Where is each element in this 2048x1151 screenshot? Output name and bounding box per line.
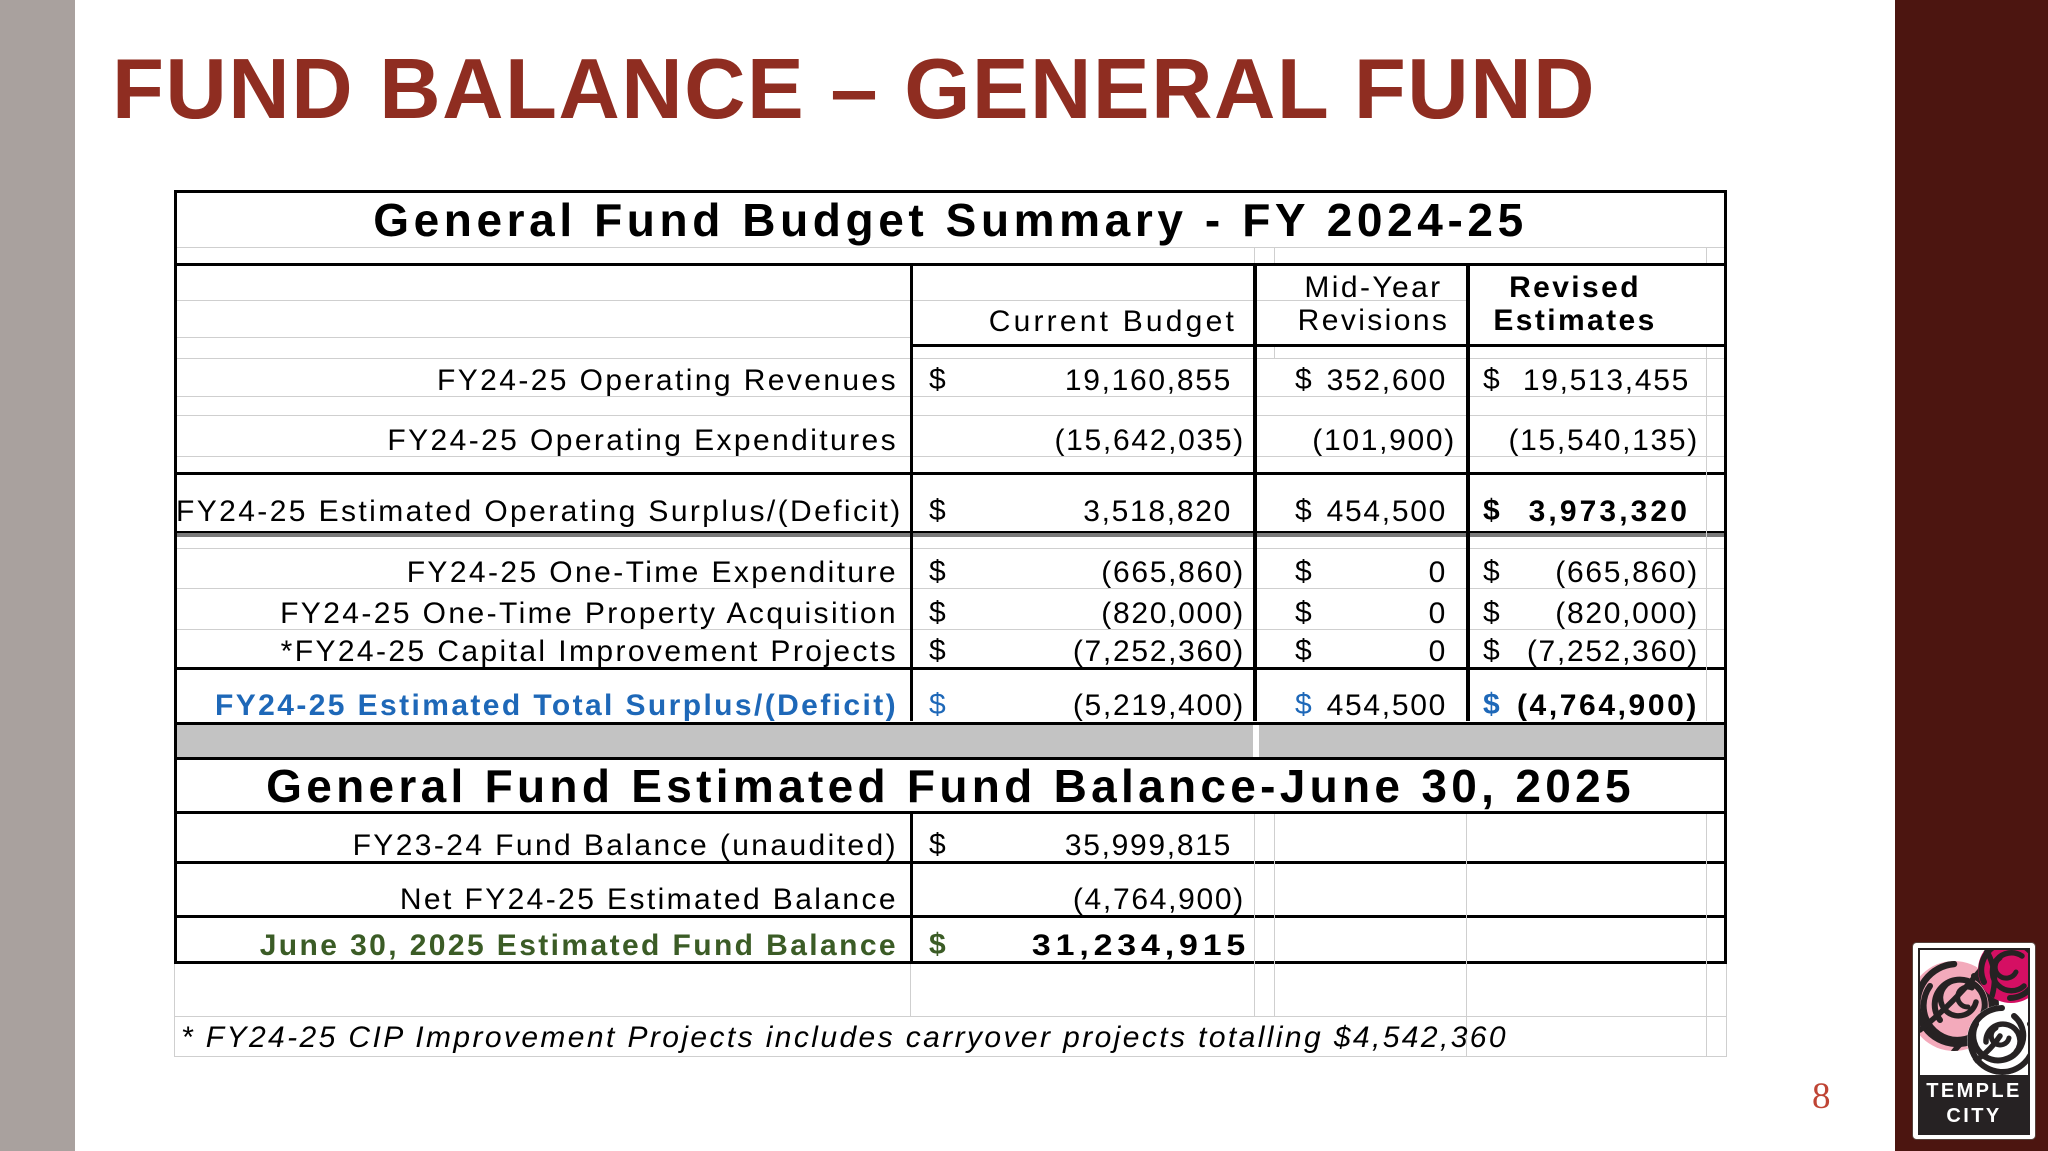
- svg-text:TEMPLE: TEMPLE: [1926, 1080, 2022, 1102]
- svg-text:CITY: CITY: [1946, 1105, 2001, 1127]
